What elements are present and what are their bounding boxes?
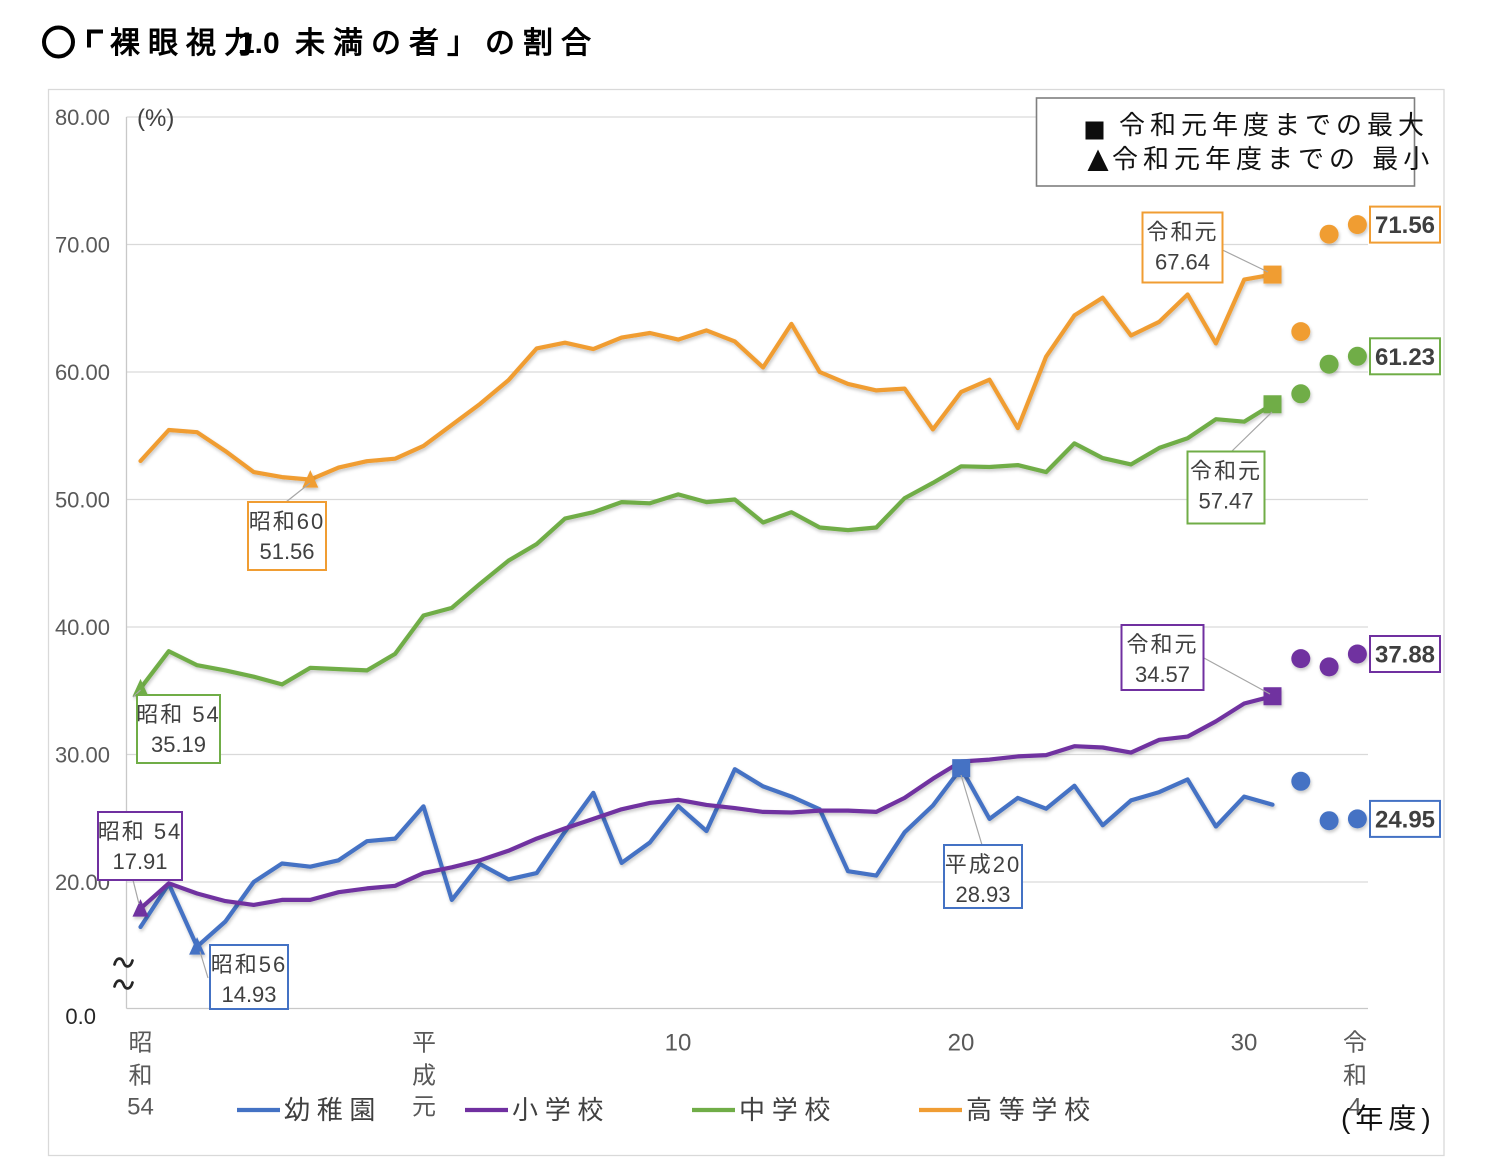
- svg-text:令和元: 令和元: [1146, 220, 1218, 245]
- svg-text:0.0: 0.0: [65, 1004, 96, 1029]
- svg-text:1.0: 1.0: [238, 27, 280, 60]
- svg-text:昭和 54: 昭和 54: [98, 819, 183, 844]
- svg-text:令和元: 令和元: [1190, 459, 1262, 484]
- svg-text:61.23: 61.23: [1375, 344, 1435, 371]
- svg-text:30: 30: [1231, 1030, 1258, 1057]
- svg-text:高等学校: 高等学校: [966, 1095, 1097, 1125]
- svg-text:平成20: 平成20: [945, 852, 1021, 877]
- svg-text:40.00: 40.00: [55, 615, 110, 640]
- svg-text:80.00: 80.00: [55, 105, 110, 130]
- svg-text:令: 令: [1343, 1030, 1367, 1057]
- svg-text:昭和60: 昭和60: [249, 509, 325, 534]
- svg-text:令和元年度までの最大: 令和元年度までの最大: [1119, 110, 1429, 140]
- svg-text:67.64: 67.64: [1155, 250, 1210, 275]
- svg-text:昭和56: 昭和56: [211, 952, 287, 977]
- svg-text:小学校: 小学校: [512, 1095, 610, 1125]
- svg-text:10: 10: [665, 1030, 692, 1057]
- svg-text:元: 元: [412, 1094, 436, 1121]
- svg-text:裸眼視力: 裸眼視力: [110, 27, 262, 60]
- svg-text:51.56: 51.56: [259, 539, 314, 564]
- svg-text:70.00: 70.00: [55, 233, 110, 258]
- svg-text:中学校: 中学校: [739, 1095, 837, 1125]
- svg-text:令和元年度までの 最小: 令和元年度までの 最小: [1112, 144, 1434, 174]
- svg-text:57.47: 57.47: [1198, 489, 1253, 514]
- svg-text:34.57: 34.57: [1135, 662, 1190, 687]
- svg-text:20: 20: [948, 1030, 975, 1057]
- svg-text:60.00: 60.00: [55, 360, 110, 385]
- svg-text:24.95: 24.95: [1375, 806, 1435, 833]
- svg-text:昭: 昭: [129, 1030, 153, 1057]
- svg-text:令和元: 令和元: [1126, 632, 1198, 657]
- svg-text:4: 4: [1348, 1094, 1361, 1121]
- svg-text:幼稚園: 幼稚園: [284, 1095, 382, 1125]
- svg-text:35.19: 35.19: [151, 732, 206, 757]
- svg-text:(年度): (年度): [1341, 1103, 1436, 1134]
- svg-text:平: 平: [412, 1030, 436, 1057]
- svg-text:28.93: 28.93: [955, 882, 1010, 907]
- svg-text:成: 成: [412, 1063, 436, 1090]
- svg-text:未満の者」の割合: 未満の者」の割合: [295, 27, 599, 60]
- svg-text:和: 和: [129, 1063, 153, 1090]
- svg-text:17.91: 17.91: [112, 849, 167, 874]
- svg-text:和: 和: [1343, 1063, 1367, 1090]
- svg-text:30.00: 30.00: [55, 743, 110, 768]
- svg-text:50.00: 50.00: [55, 488, 110, 513]
- svg-text:54: 54: [127, 1094, 154, 1121]
- svg-text:(%): (%): [137, 105, 174, 132]
- svg-text:37.88: 37.88: [1375, 642, 1435, 669]
- svg-text:71.56: 71.56: [1375, 212, 1435, 239]
- svg-text:昭和 54: 昭和 54: [136, 702, 221, 727]
- svg-text:14.93: 14.93: [221, 982, 276, 1007]
